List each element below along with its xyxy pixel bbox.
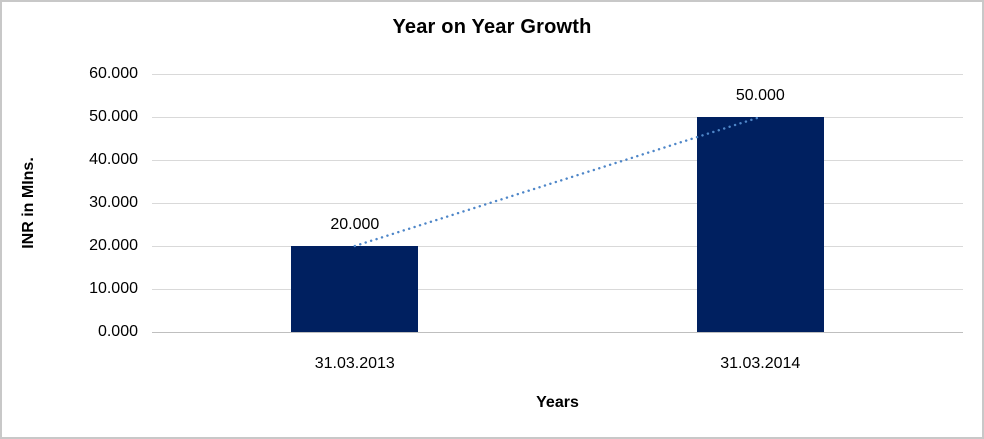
y-tick-label: 10.000 — [89, 280, 138, 297]
gridline — [152, 74, 963, 75]
x-category-label: 31.03.2014 — [720, 355, 801, 372]
bar-data-label: 50.000 — [735, 87, 785, 104]
trendline — [353, 115, 762, 248]
gridline — [152, 246, 963, 247]
bar-data-label: 20.000 — [330, 216, 380, 233]
bar-31.03.2014 — [696, 117, 824, 332]
x-category-label: 31.03.2013 — [314, 355, 395, 372]
y-tick-label: 50.000 — [89, 108, 138, 125]
chart-title: Year on Year Growth — [392, 16, 592, 38]
y-tick-label: 30.000 — [89, 194, 138, 211]
x-axis-line — [152, 332, 963, 333]
y-tick-label: 40.000 — [89, 151, 138, 168]
bar-31.03.2013 — [291, 246, 419, 332]
plot-area — [152, 74, 963, 333]
gridline — [152, 117, 963, 118]
y-tick-label: 0.000 — [97, 323, 138, 340]
gridline — [152, 160, 963, 161]
x-axis-title: Years — [536, 394, 579, 411]
y-tick-label: 60.000 — [89, 65, 138, 82]
gridline — [152, 203, 963, 204]
gridline — [152, 289, 963, 290]
y-tick-label: 20.000 — [89, 237, 138, 254]
